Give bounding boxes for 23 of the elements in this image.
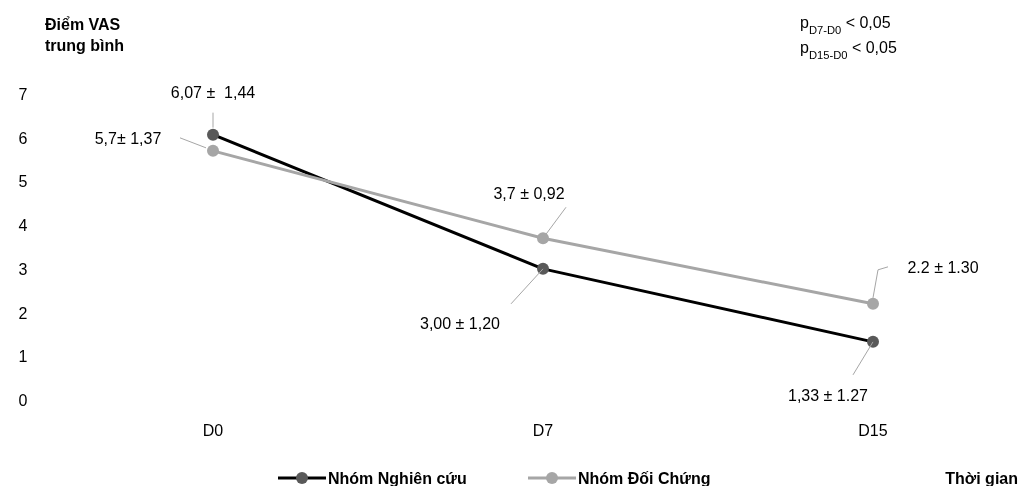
data-label: 3,7 ± 0,92 xyxy=(493,185,565,203)
y-tick-label: 0 xyxy=(18,392,28,409)
data-label: 3,00 ± 1,20 xyxy=(420,314,501,332)
x-tick-label: D15 xyxy=(858,422,888,439)
text: p$_{D7-D0}$ < 0,05 xyxy=(800,14,891,36)
y-tick-label: 4 xyxy=(18,217,28,235)
point xyxy=(207,144,219,157)
data-label: 1,33 ± 1.27 xyxy=(788,386,869,404)
text: p$_{D15-D0}$ < 0,05 xyxy=(800,39,897,61)
y-tick-label: 3 xyxy=(18,260,28,278)
y-tick-label: 2 xyxy=(18,304,28,322)
point xyxy=(537,232,549,245)
y-tick-label: 1 xyxy=(18,348,28,366)
y-axis-title: Điểm VAS trung bình xyxy=(45,16,125,54)
x-tick-label: D0 xyxy=(202,422,224,439)
data-label: 5,7± 1,37 xyxy=(94,129,162,147)
data-label: 6,07 ± 1,44 xyxy=(170,83,256,101)
y-tick-label: 6 xyxy=(18,129,28,147)
point xyxy=(867,297,879,310)
y-tick-label: 7 xyxy=(18,86,28,103)
x-tick-label: D7 xyxy=(532,422,554,439)
y-tick-label: 5 xyxy=(18,173,28,191)
data-label: 2.2 ± 1.30 xyxy=(907,258,979,276)
